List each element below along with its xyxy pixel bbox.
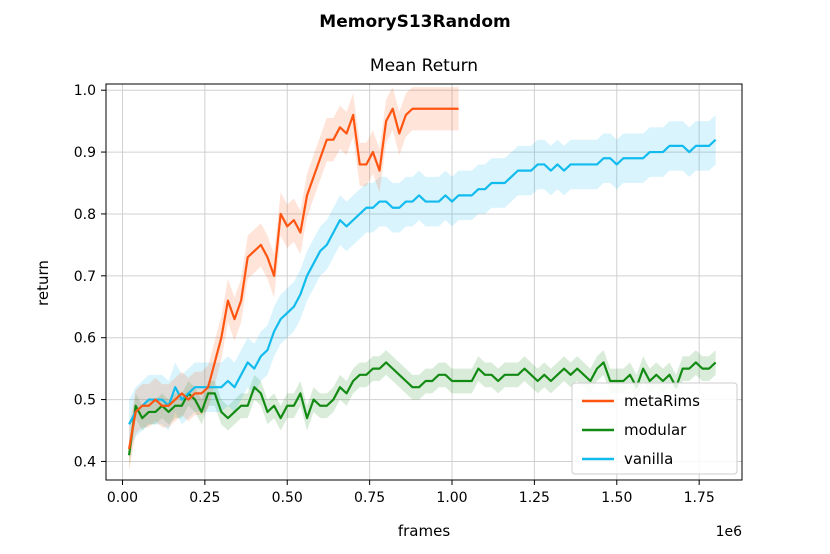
y-axis-ticks: 0.4 0.5 0.6 0.7 0.8 0.9 1.0	[74, 83, 106, 470]
y-tick-label: 0.4	[74, 454, 96, 470]
legend-label-modular: modular	[624, 421, 687, 439]
y-tick-label: 0.5	[74, 393, 96, 409]
x-tick-label: 0.00	[107, 490, 138, 506]
x-tick-label: 0.50	[272, 490, 303, 506]
series-lines	[127, 107, 717, 456]
x-axis-label: frames	[398, 522, 450, 540]
y-tick-label: 0.6	[74, 331, 96, 347]
series-line-modular	[127, 361, 717, 456]
legend-label-metarims: metaRims	[624, 392, 700, 410]
chart-title: Mean Return	[370, 56, 478, 76]
legend: metaRims modular vanilla	[571, 382, 738, 475]
x-axis-ticks: 0.00 0.25 0.50 0.75 1.00 1.25 1.50 1.75	[107, 480, 715, 506]
series-line-metarims	[127, 107, 459, 450]
y-tick-label: 0.7	[74, 269, 96, 285]
series-line-vanilla	[128, 138, 717, 425]
y-tick-label: 1.0	[74, 83, 96, 99]
x-tick-label: 1.75	[684, 490, 715, 506]
x-tick-label: 0.75	[354, 490, 385, 506]
band-vanilla	[129, 114, 716, 450]
y-axis-label: return	[34, 260, 52, 306]
chart-suptitle: MemoryS13Random	[319, 12, 510, 32]
x-axis-offset-label: 1e6	[716, 524, 743, 540]
x-tick-label: 1.00	[436, 490, 467, 506]
grid	[106, 84, 742, 480]
x-tick-label: 0.25	[189, 490, 220, 506]
x-tick-label: 1.25	[519, 490, 550, 506]
y-tick-label: 0.9	[74, 145, 96, 161]
band-modular	[129, 350, 716, 468]
y-tick-label: 0.8	[74, 207, 96, 223]
legend-label-vanilla: vanilla	[624, 450, 673, 468]
plot-frame	[105, 83, 743, 481]
x-tick-label: 1.50	[601, 490, 632, 506]
legend-box	[571, 382, 738, 475]
